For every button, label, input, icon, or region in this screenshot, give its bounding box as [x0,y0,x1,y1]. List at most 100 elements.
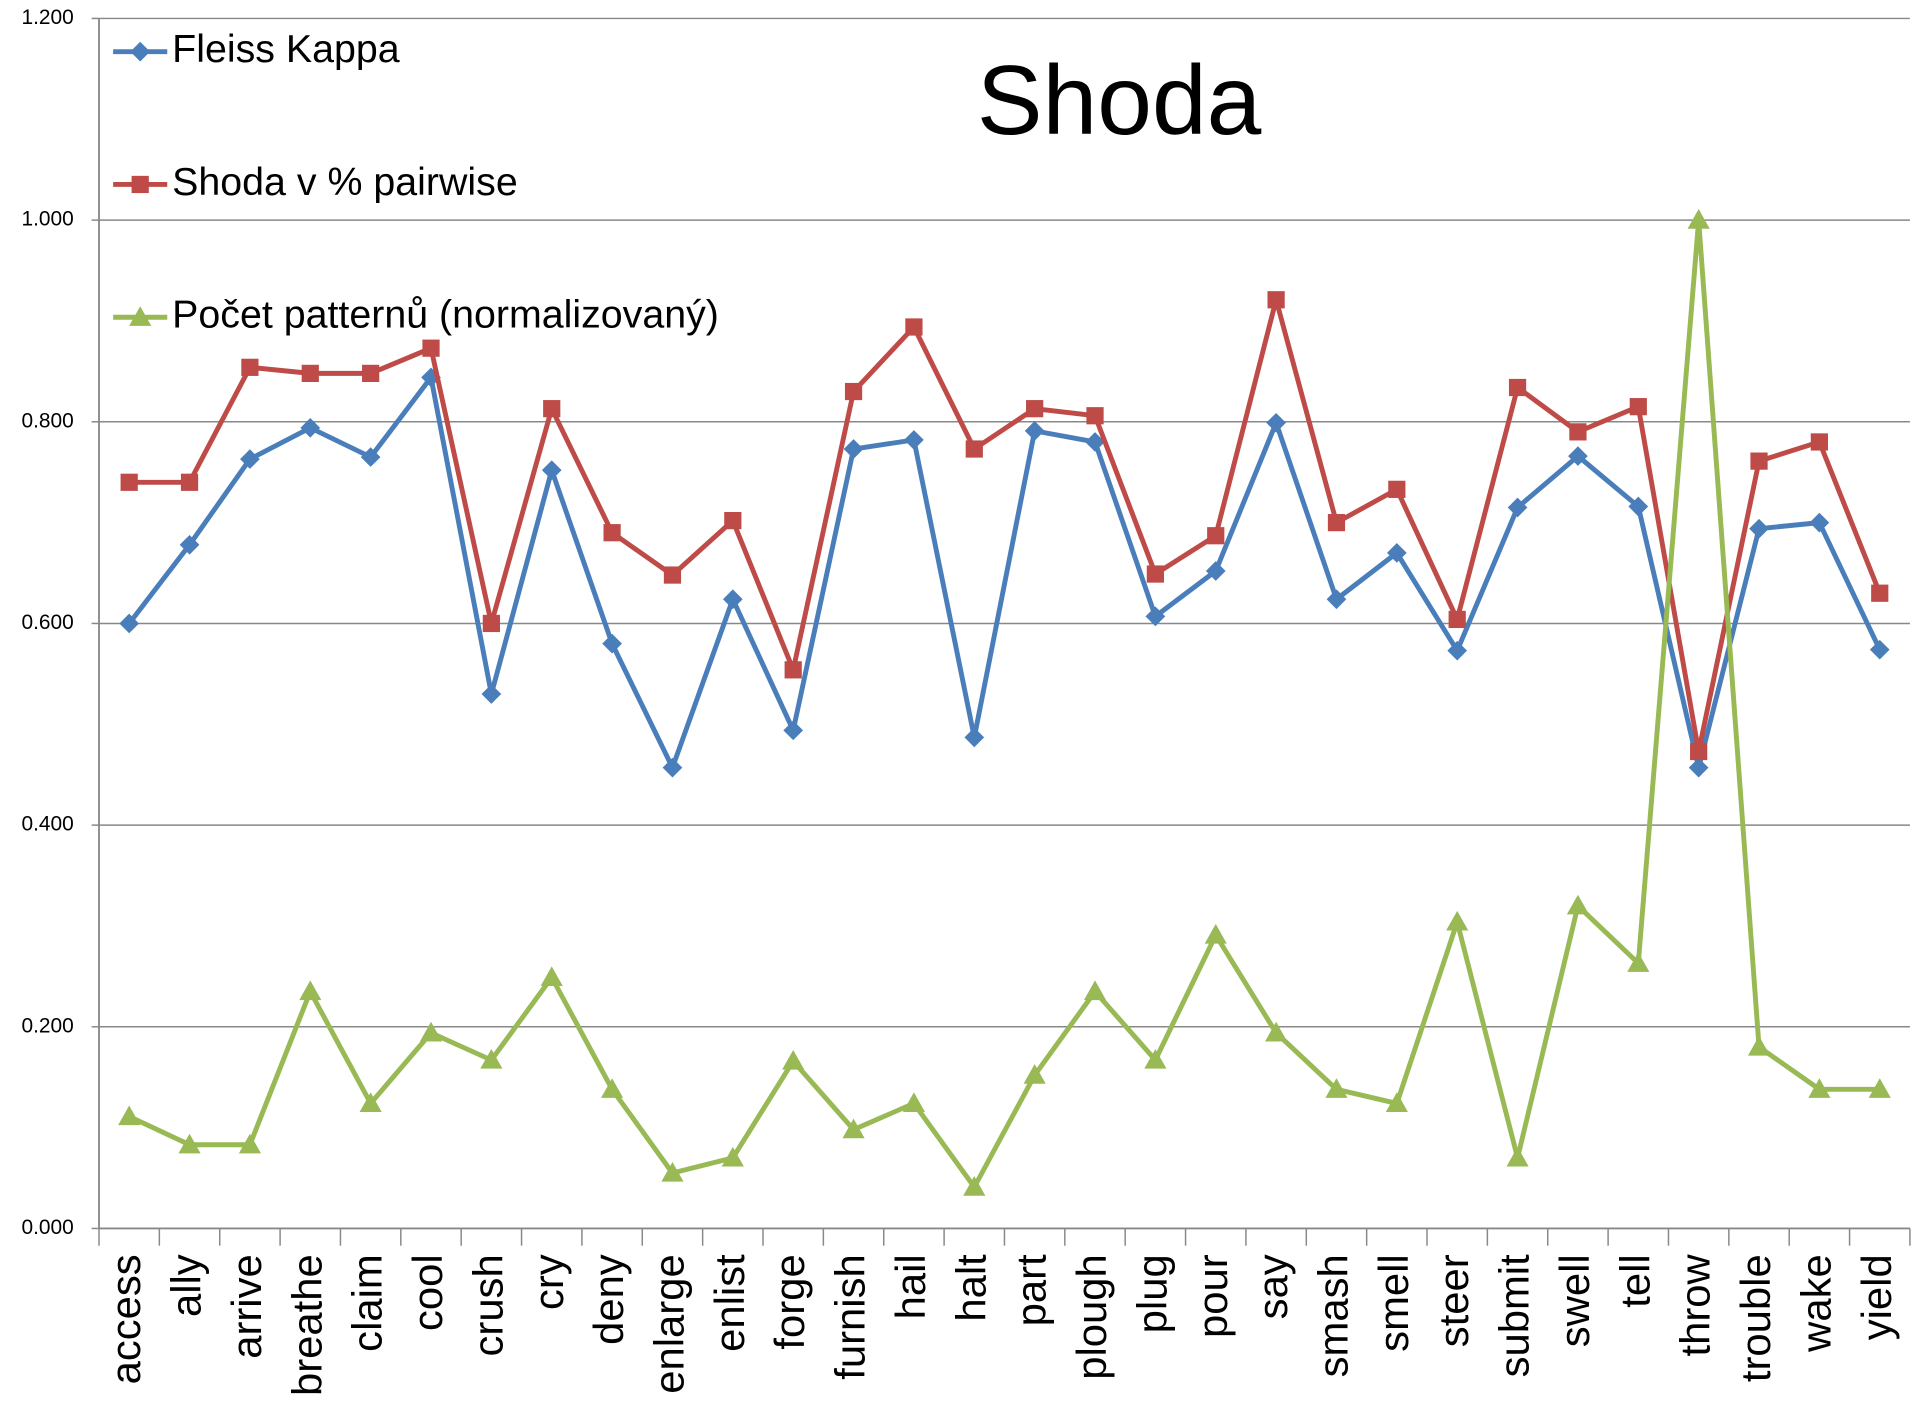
point-marker [784,661,802,679]
legend-marker [130,41,151,62]
point-marker [722,589,743,610]
point-marker [842,1118,865,1139]
x-tick-label: plough [1068,1254,1115,1380]
y-tick-label: 1.000 [22,208,74,231]
point-marker [482,614,500,633]
chart-title: Shoda [977,45,1262,155]
point-marker [1327,514,1346,532]
point-marker [1747,1035,1771,1056]
point-marker [1086,407,1104,425]
point-marker [603,524,621,542]
point-marker [422,339,440,357]
point-marker [118,1105,141,1126]
x-tick-label: trouble [1732,1254,1779,1382]
point-marker [359,1092,382,1113]
point-marker [1204,923,1227,944]
point-marker [1810,433,1828,451]
x-tick-label: smash [1310,1254,1357,1377]
point-marker [119,613,140,634]
x-tick-label: forge [766,1254,813,1349]
point-marker [662,757,683,778]
legend-label: Shoda v % pairwise [172,160,518,204]
point-marker [844,382,863,401]
point-marker [1569,423,1587,441]
x-tick-label: throw [1672,1253,1719,1356]
point-marker [178,1133,201,1154]
series-line [129,297,1883,754]
point-marker [120,473,138,491]
x-tick-label: swell [1551,1254,1598,1347]
point-marker [1265,1021,1288,1042]
point-marker [904,430,924,450]
x-tick-label: plug [1128,1254,1175,1333]
x-tick-label: say [1249,1254,1296,1319]
point-marker [843,439,864,459]
point-marker [1267,291,1285,309]
point-marker [1326,589,1347,610]
x-tick-label: hail [887,1254,934,1319]
point-marker [481,684,502,704]
point-marker [601,1078,624,1098]
point-marker [238,1133,261,1154]
point-marker [1083,980,1107,1001]
point-marker [1144,1049,1167,1069]
point-marker [540,966,563,986]
point-marker [905,318,923,336]
x-tick-label: access [102,1254,149,1384]
legend-label: Počet patternů (normalizovaný) [172,293,719,337]
x-tick-label: crush [464,1254,511,1356]
point-marker [1871,584,1889,602]
series-line [127,374,1882,771]
x-tick-label: smell [1370,1254,1417,1352]
legend-marker [129,306,152,326]
point-marker [1808,1078,1831,1098]
point-marker [661,1161,684,1182]
point-marker [299,980,322,1001]
point-marker [1869,639,1890,660]
point-marker [902,1092,925,1113]
point-marker [360,447,381,467]
point-marker [1325,1078,1348,1098]
x-tick-label: cry [525,1254,572,1310]
point-marker [721,1146,744,1167]
x-tick-label: steer [1430,1254,1477,1347]
x-tick-label: pour [1189,1254,1236,1338]
point-marker [543,400,561,418]
x-tick-label: yield [1853,1254,1900,1340]
y-tick-label: 0.000 [22,1216,74,1239]
point-marker [1688,757,1709,778]
x-tick-label: cool [404,1254,451,1331]
point-marker [724,511,742,530]
legend-label: Fleiss Kappa [172,27,400,71]
point-marker [1868,1078,1891,1098]
point-marker [1506,1146,1529,1167]
point-marker [180,473,199,491]
point-marker [1266,412,1286,433]
x-tick-label: submit [1491,1254,1538,1377]
point-marker [1629,398,1647,416]
x-tick-label: tell [1611,1254,1658,1307]
y-tick-label: 0.600 [22,611,74,634]
point-marker [179,534,200,555]
point-marker [300,417,321,438]
y-tick-label: 0.800 [22,409,74,432]
point-marker [1447,640,1468,661]
point-marker [1749,518,1769,539]
point-marker [1385,1092,1408,1113]
legend-marker [131,175,149,194]
x-tick-label: part [1008,1254,1055,1326]
point-marker [1687,209,1710,229]
x-tick-label: halt [947,1254,994,1322]
point-marker [1448,610,1466,629]
x-tick-label: breathe [283,1254,330,1396]
point-marker [301,364,319,382]
x-tick-label: furnish [827,1254,874,1379]
point-marker [1446,910,1469,931]
point-marker [1508,378,1527,397]
point-marker [965,440,983,458]
point-marker [1690,742,1708,761]
series-line [128,217,1880,1190]
point-marker [964,727,985,748]
point-marker [1023,1064,1046,1084]
point-marker [783,720,804,741]
